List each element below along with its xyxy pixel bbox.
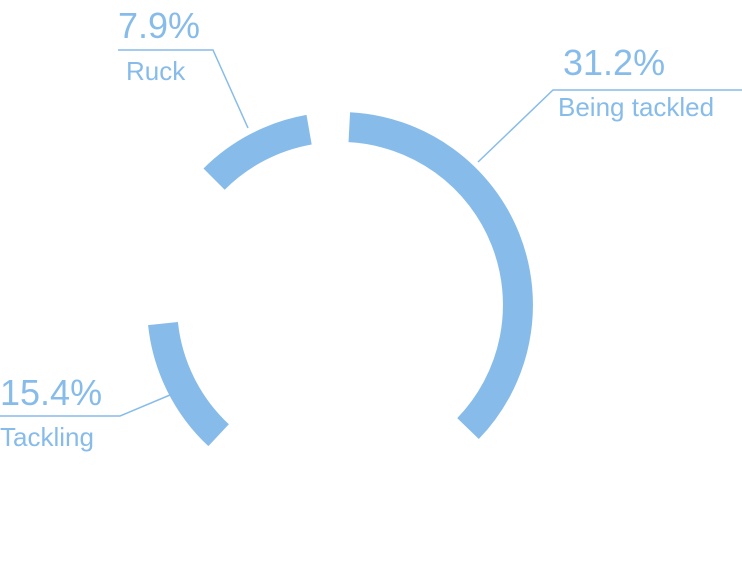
leader-line-ruck [118, 49, 249, 129]
slice-category-label-being-tackled: Being tackled [558, 92, 714, 122]
slice-value-label-ruck: 7.9% [118, 5, 200, 46]
leader-lines [0, 49, 742, 417]
slice-value-label-tackling: 15.4% [0, 372, 102, 413]
ring-segment-being-tackled [348, 112, 533, 440]
slice-category-label-tackling: Tackling [0, 422, 94, 452]
ring-segment-tackling [148, 321, 230, 447]
ring-segment-ruck [203, 114, 313, 190]
leader-line-tackling [0, 394, 171, 417]
leader-line-being-tackled [477, 89, 742, 163]
slice-category-label-ruck: Ruck [126, 56, 186, 86]
slice-value-label-being-tackled: 31.2% [563, 42, 665, 83]
ring-segments [148, 112, 533, 447]
